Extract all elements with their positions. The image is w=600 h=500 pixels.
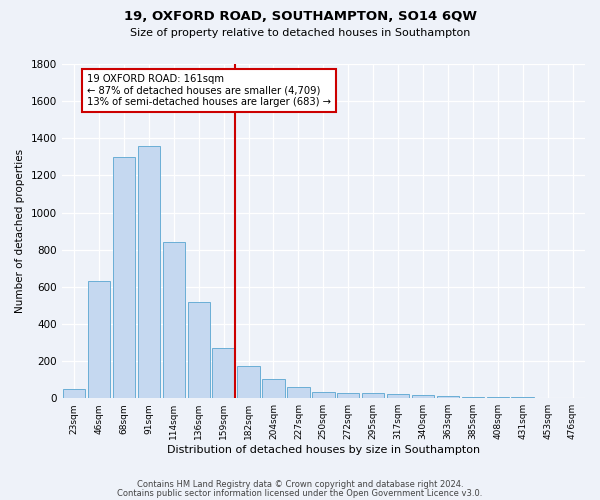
Bar — [63, 389, 85, 398]
Bar — [212, 348, 235, 398]
Bar — [137, 146, 160, 398]
Bar — [262, 378, 285, 398]
Bar — [387, 394, 409, 398]
Y-axis label: Number of detached properties: Number of detached properties — [15, 149, 25, 313]
Bar — [461, 396, 484, 398]
Bar — [312, 392, 335, 398]
X-axis label: Distribution of detached houses by size in Southampton: Distribution of detached houses by size … — [167, 445, 480, 455]
Text: Size of property relative to detached houses in Southampton: Size of property relative to detached ho… — [130, 28, 470, 38]
Bar — [362, 393, 385, 398]
Bar — [287, 388, 310, 398]
Text: Contains HM Land Registry data © Crown copyright and database right 2024.: Contains HM Land Registry data © Crown c… — [137, 480, 463, 489]
Bar — [163, 242, 185, 398]
Bar — [437, 396, 459, 398]
Bar — [113, 157, 135, 398]
Text: 19 OXFORD ROAD: 161sqm
← 87% of detached houses are smaller (4,709)
13% of semi-: 19 OXFORD ROAD: 161sqm ← 87% of detached… — [86, 74, 331, 107]
Bar — [487, 397, 509, 398]
Bar — [88, 281, 110, 398]
Bar — [412, 395, 434, 398]
Bar — [337, 392, 359, 398]
Text: Contains public sector information licensed under the Open Government Licence v3: Contains public sector information licen… — [118, 488, 482, 498]
Bar — [188, 302, 210, 398]
Text: 19, OXFORD ROAD, SOUTHAMPTON, SO14 6QW: 19, OXFORD ROAD, SOUTHAMPTON, SO14 6QW — [124, 10, 476, 23]
Bar — [238, 366, 260, 398]
